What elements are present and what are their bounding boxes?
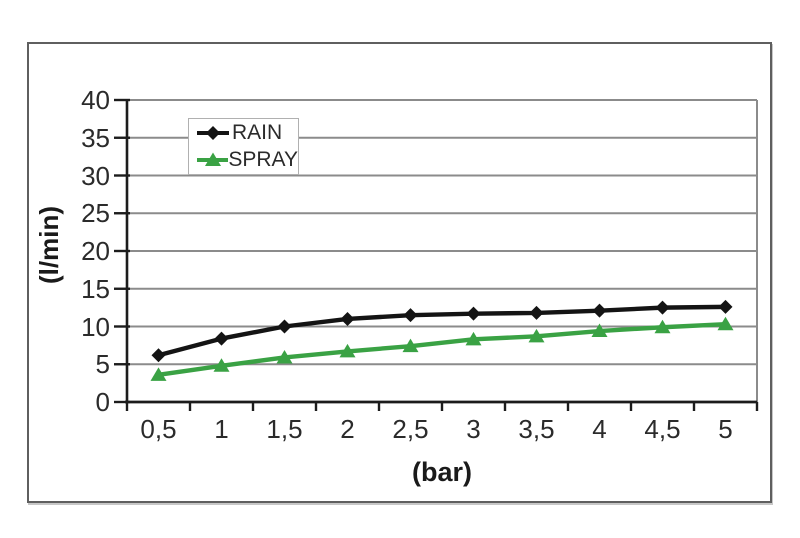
x-tick-label: 1,5 [266, 414, 303, 444]
rain-marker [529, 305, 544, 320]
spray-marker [213, 358, 230, 372]
rain-marker [466, 306, 481, 321]
spray-marker [717, 316, 734, 331]
rain-line-sample-icon [197, 126, 229, 141]
x-tick-label: 4,5 [644, 414, 681, 444]
y-axis-title: (l/min) [34, 206, 64, 284]
legend: RAIN SPRAY [188, 118, 299, 175]
spray-marker [654, 319, 671, 334]
rain-marker [277, 319, 292, 334]
rain-marker [655, 300, 670, 315]
rain-series-line [156, 304, 728, 358]
spray-series-line [156, 322, 728, 378]
x-tick-label: 1 [214, 414, 229, 444]
spray-marker [528, 328, 545, 343]
y-tick-label: 10 [81, 311, 110, 342]
rain-marker [718, 299, 733, 314]
spray-marker [276, 349, 293, 364]
legend-label-rain: RAIN [232, 121, 283, 145]
rain-marker [214, 331, 229, 346]
chart-frame [27, 42, 772, 503]
legend-label-spray: SPRAY [228, 147, 298, 171]
spray-marker [339, 343, 356, 358]
x-axis-title: (bar) [412, 457, 472, 487]
x-tick-label: 3,5 [518, 414, 555, 444]
rain-marker [151, 348, 166, 363]
y-tick-label: 40 [81, 85, 110, 115]
y-tick-label: 0 [95, 387, 110, 417]
rain-marker [592, 303, 607, 318]
x-tick-label: 5 [718, 414, 733, 444]
x-tick-label: 2 [340, 414, 355, 444]
rain-marker [403, 308, 418, 323]
rain-marker [340, 311, 355, 326]
y-tick-label: 30 [81, 160, 110, 191]
x-tick-label: 2,5 [392, 414, 429, 444]
legend-marker [205, 152, 221, 166]
legend-marker [206, 126, 220, 141]
y-tick-label: 20 [81, 236, 110, 266]
y-tick-label: 5 [95, 349, 110, 380]
x-tick-label: 0,5 [140, 414, 177, 444]
spray-marker [465, 331, 482, 346]
y-tick-label: 25 [81, 198, 110, 229]
spray-marker [402, 338, 419, 353]
x-tick-label: 4 [592, 414, 607, 444]
y-tick-label: 15 [81, 273, 110, 304]
spray-marker [591, 323, 608, 338]
legend-item-rain: RAIN [195, 121, 298, 145]
spray-marker [150, 367, 167, 381]
spray-line-sample-icon [197, 152, 229, 166]
y-tick-label: 35 [81, 122, 110, 153]
x-tick-label: 3 [466, 414, 481, 444]
legend-item-spray: SPRAY [195, 148, 298, 172]
